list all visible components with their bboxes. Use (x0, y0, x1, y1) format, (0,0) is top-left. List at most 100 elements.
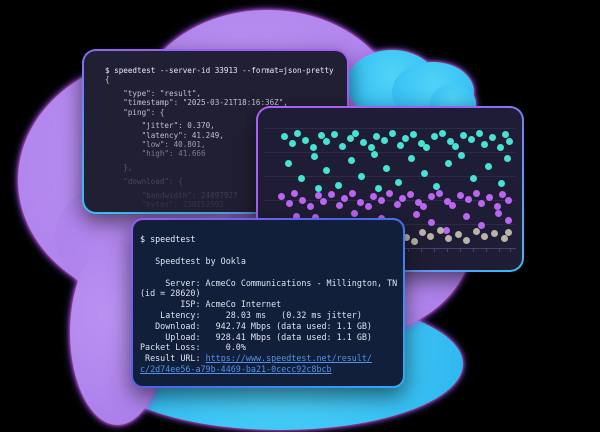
chart-dot-purple (290, 189, 298, 197)
chart-dot-purple (427, 192, 435, 200)
chart-dot-purple (398, 194, 406, 202)
chart-dot-teal (407, 154, 415, 162)
chart-dot-teal (444, 159, 452, 167)
chart-dot-teal (480, 140, 488, 148)
terminal-line: "high": 41.666 (105, 149, 206, 159)
chart-x-tick (510, 248, 511, 252)
chart-dot-purple (494, 209, 502, 217)
chart-dot-purple (377, 196, 385, 204)
result-url-line: c/2d74ee56-a79b-4469-ba21-0cecc92c8bcb (140, 364, 401, 375)
terminal-line: Server: AcmeCo Communications - Millingt… (140, 277, 398, 288)
chart-dot-gray (454, 230, 462, 238)
chart-dot-teal (422, 143, 430, 151)
terminal-line: "type": "result", (105, 89, 202, 99)
chart-dot-purple (456, 191, 464, 199)
terminal-line: "latency": 41.249, (105, 130, 224, 140)
chart-dot-purple (504, 196, 512, 204)
chart-dot-purple (350, 209, 358, 217)
chart-x-tick (421, 248, 422, 252)
chart-dot-teal (346, 134, 354, 142)
chart-dot-teal (432, 182, 440, 190)
chart-dot-teal (488, 133, 496, 141)
chart-dot-teal (401, 134, 409, 142)
terminal-line: "jitter": 0.370, (105, 121, 215, 131)
chart-dot-teal (314, 184, 322, 192)
chart-dot-teal (388, 129, 396, 137)
chart-dot-purple (435, 189, 443, 197)
chart-dot-teal (347, 156, 355, 164)
terminal-line: Upload: 928.41 Mbps (data used: 1.1 GB) (140, 331, 372, 342)
chart-dot-purple (319, 197, 327, 205)
chart-dot-purple (498, 190, 506, 198)
chart-dot-gray (480, 232, 488, 240)
terminal-body: $ speedtest --server-id 33913 --format=j… (84, 51, 347, 212)
chart-dot-teal (420, 169, 428, 177)
terminal-line: (id = 28620) (140, 288, 201, 299)
chart-dot-teal (293, 129, 301, 137)
chart-dot-purple (412, 210, 420, 218)
chart-dot-teal (469, 174, 477, 182)
terminal-line: "bandwidth": 24097927 (105, 190, 238, 200)
chart-dot-teal (484, 162, 492, 170)
chart-dot-teal (374, 184, 382, 192)
chart-dot-teal (284, 159, 292, 167)
chart-x-tick (460, 248, 461, 252)
terminal-line: Latency: 28.03 ms (0.32 ms jitter) (140, 309, 362, 320)
chart-dot-teal (467, 135, 475, 143)
chart-dot-gray (472, 227, 480, 235)
chart-dot-teal (372, 132, 380, 140)
chart-dot-teal (503, 154, 511, 162)
chart-dot-teal (334, 181, 342, 189)
chart-dot-purple (285, 199, 293, 207)
chart-dot-teal (367, 143, 375, 151)
prompt-line: $ speedtest (140, 234, 196, 244)
chart-dot-purple (335, 201, 343, 209)
chart-dot-teal (297, 174, 305, 182)
chart-dot-gray (490, 229, 498, 237)
chart-dot-teal (351, 129, 359, 137)
chart-dot-purple (277, 192, 285, 200)
chart-dot-teal (417, 139, 425, 147)
chart-dot-purple (462, 212, 470, 220)
chart-gridline (264, 200, 516, 201)
terminal-line: "download": { (105, 176, 183, 186)
chart-x-tick (447, 248, 448, 252)
chart-dot-teal (457, 151, 465, 159)
chart-gridline (264, 152, 516, 153)
chart-dot-teal (501, 130, 509, 138)
chart-gridline (264, 128, 516, 129)
terminal-line: { (105, 75, 110, 85)
chart-x-tick (499, 248, 500, 252)
chart-dot-purple (327, 190, 335, 198)
chart-dot-purple (385, 189, 393, 197)
terminal-line: ISP: AcmeCo Internet (140, 299, 282, 310)
terminal-line: "low": 40.801, (105, 140, 206, 150)
chart-dot-teal (301, 136, 309, 144)
chart-dot-teal (382, 164, 390, 172)
chart-dot-teal (357, 172, 365, 180)
terminal-line: Packet Loss: 0.0% (140, 342, 246, 353)
chart-dot-teal (288, 139, 296, 147)
chart-dot-teal (475, 129, 483, 137)
chart-dot-purple (393, 200, 401, 208)
chart-dot-teal (309, 143, 317, 151)
chart-dot-purple (377, 214, 385, 222)
chart-dot-teal (370, 150, 378, 158)
chart-dot-gray (436, 226, 444, 234)
chart-dot-gray (444, 234, 452, 242)
terminal-line: Speedtest by Ookla (140, 255, 246, 266)
terminal-line: }, (105, 163, 133, 173)
chart-dot-gray (462, 236, 470, 244)
chart-dot-teal (322, 137, 330, 145)
chart-dot-teal (497, 179, 505, 187)
result-url-label: Result URL: (140, 353, 206, 364)
chart-dot-purple (364, 202, 372, 210)
result-url-link[interactable]: c/2d74ee56-a79b-4469-ba21-0cecc92c8bcb (140, 363, 332, 374)
chart-dot-teal (430, 132, 438, 140)
chart-dot-teal (446, 137, 454, 145)
chart-dot-purple (442, 226, 450, 234)
chart-dot-teal (330, 130, 338, 138)
chart-dot-purple (477, 199, 485, 207)
result-url-link[interactable]: https://www.speedtest.net/result/ (205, 353, 372, 364)
